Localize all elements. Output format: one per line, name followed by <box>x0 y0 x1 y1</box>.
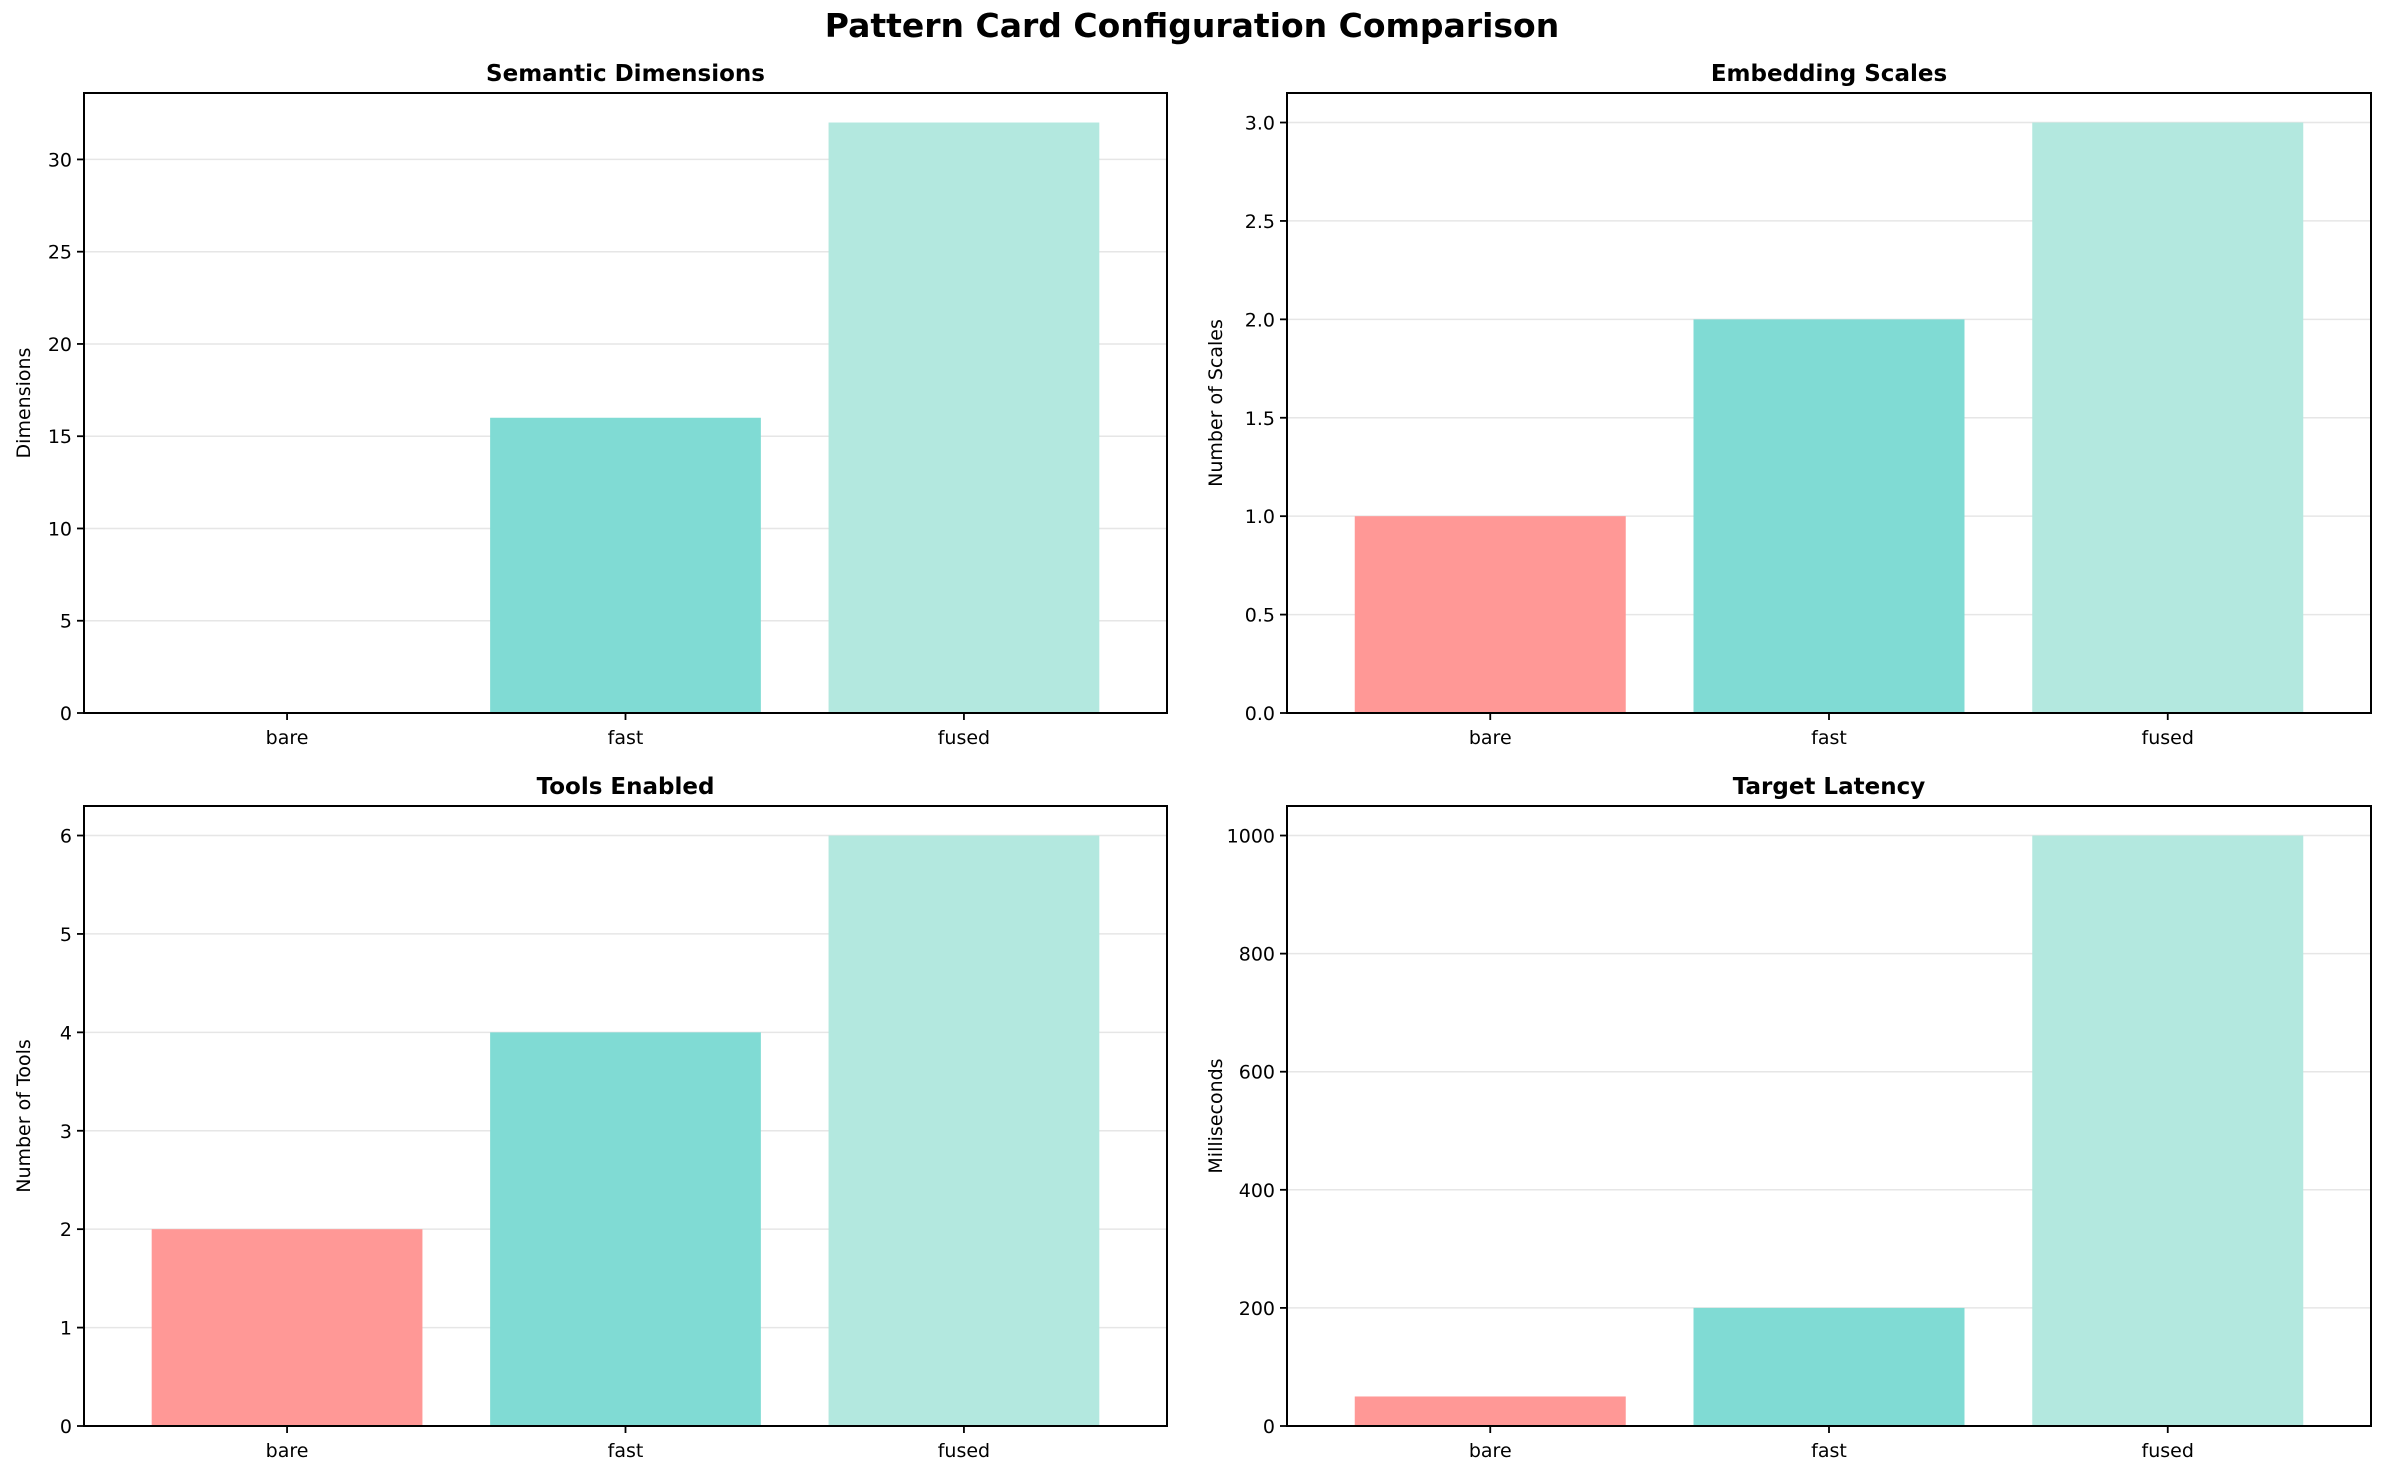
y-tick-label: 800 <box>1239 944 1275 966</box>
y-tick-label: 1 <box>60 1318 72 1340</box>
bar-fused <box>2032 122 2304 714</box>
y-tick-label: 5 <box>60 924 72 946</box>
y-tick-label: 5 <box>60 611 72 633</box>
y-tick-label: 2 <box>60 1219 72 1241</box>
bar-fused <box>828 122 1100 714</box>
bar-bare <box>151 1229 423 1426</box>
y-tick-label: 1.5 <box>1245 408 1275 430</box>
x-tick-label: fast <box>608 1440 644 1462</box>
y-axis-label: Milliseconds <box>1205 1058 1227 1173</box>
bar-fast <box>1693 1307 1965 1426</box>
x-tick-label: bare <box>1469 727 1512 749</box>
bar-fast <box>490 1032 761 1426</box>
subplot-title: Semantic Dimensions <box>486 61 765 87</box>
y-tick-label: 1.0 <box>1245 506 1275 528</box>
x-tick-label: fast <box>1811 727 1847 749</box>
y-tick-label: 3.0 <box>1245 113 1275 135</box>
subplot-1: 0 5 10 15 20 25 30 bare fast fused Semantic Dimens… <box>13 61 1168 749</box>
bar-fused <box>828 835 1100 1426</box>
y-tick-label: 1000 <box>1227 826 1275 848</box>
y-tick-label: 0 <box>1263 1416 1275 1438</box>
figure-title: Pattern Card Configuration Comparison <box>824 6 1560 45</box>
y-tick-label: 15 <box>48 426 72 448</box>
subplot-2: 0.0 0.5 1.0 1.5 2.0 2.5 3.0 bare fast fused Embedd… <box>1205 61 2372 749</box>
x-tick-label: bare <box>266 727 309 749</box>
y-tick-label: 3 <box>60 1121 72 1143</box>
x-tick-label: fused <box>2142 1440 2194 1462</box>
y-tick-label: 0.5 <box>1245 605 1275 627</box>
y-tick-label: 400 <box>1239 1180 1275 1202</box>
y-tick-label: 25 <box>48 242 72 264</box>
y-tick-label: 2.0 <box>1245 309 1275 331</box>
x-tick-label: fused <box>938 727 990 749</box>
bar-fused <box>2032 835 2304 1426</box>
y-tick-label: 2.5 <box>1245 211 1275 233</box>
y-tick-label: 20 <box>48 334 72 356</box>
y-tick-label: 600 <box>1239 1062 1275 1084</box>
y-tick-label: 10 <box>48 518 72 540</box>
y-axis-label: Number of Scales <box>1205 319 1227 487</box>
y-tick-label: 6 <box>60 826 72 848</box>
y-tick-label: 0.0 <box>1245 703 1275 725</box>
y-axis-label: Number of Tools <box>13 1039 35 1193</box>
subplot-4: 0 200 400 600 800 1000 bare fast fused Target Lat… <box>1205 774 2372 1462</box>
subplot-title: Target Latency <box>1733 774 1925 800</box>
y-tick-label: 0 <box>60 703 72 725</box>
y-tick-label: 0 <box>60 1416 72 1438</box>
y-tick-label: 4 <box>60 1022 72 1044</box>
bar-fast <box>1693 319 1965 713</box>
subplot-title: Tools Enabled <box>537 774 715 800</box>
y-tick-label: 200 <box>1239 1298 1275 1320</box>
x-tick-label: fast <box>608 727 644 749</box>
bar-bare <box>1354 516 1626 713</box>
x-tick-label: fused <box>2142 727 2194 749</box>
bar-fast <box>490 417 761 713</box>
y-tick-label: 30 <box>48 149 72 171</box>
subplot-3: 0 1 2 3 4 5 6 bare fast fused Tools Enabled Number … <box>13 774 1168 1462</box>
subplot-title: Embedding Scales <box>1711 61 1947 87</box>
x-tick-label: fused <box>938 1440 990 1462</box>
x-tick-label: bare <box>1469 1440 1512 1462</box>
y-axis-label: Dimensions <box>13 348 35 459</box>
bar-bare <box>1354 1396 1626 1426</box>
x-tick-label: fast <box>1811 1440 1847 1462</box>
x-tick-label: bare <box>266 1440 309 1462</box>
